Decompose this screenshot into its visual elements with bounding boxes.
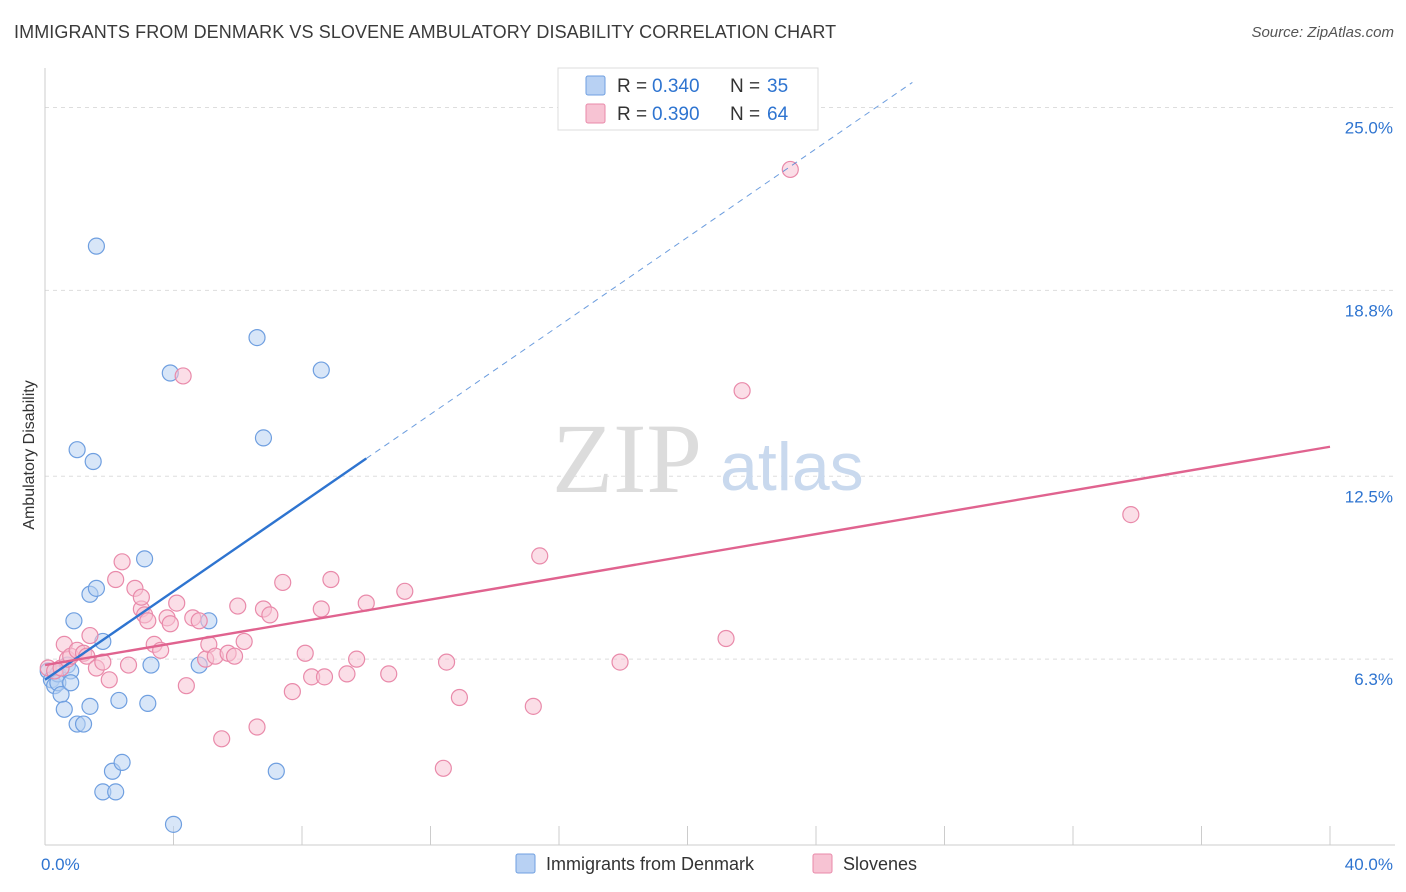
slovenes-point-26 — [174, 367, 192, 385]
denmark-point-29 — [164, 815, 183, 833]
denmark-point-18 — [87, 237, 106, 255]
legend-swatch-denmark — [585, 75, 606, 96]
slovenes-point-53 — [434, 759, 452, 777]
slovenes-point-42 — [283, 682, 301, 701]
slovenes-point-12 — [100, 671, 118, 689]
slovenes-point-59 — [717, 629, 735, 648]
legend-swatch-slovenes — [585, 103, 606, 124]
slovenes-point-9 — [81, 626, 99, 645]
slovenes-point-15 — [119, 656, 138, 674]
denmark-point-24 — [113, 753, 131, 772]
legend-r-value-denmark: 0.340 — [652, 76, 700, 97]
slovenes-point-51 — [380, 665, 398, 683]
slovenes-point-37 — [235, 632, 253, 651]
y-tick-label-0: 6.3% — [1354, 670, 1393, 689]
watermark-atlas: atlas — [720, 429, 864, 505]
slovenes-point-46 — [315, 668, 334, 686]
axes — [44, 68, 1395, 846]
chart-source: Source: ZipAtlas.com — [1251, 24, 1394, 41]
slovenes-point-13 — [107, 570, 125, 589]
trend-lines — [44, 82, 1331, 681]
slovenes-point-18 — [132, 588, 150, 606]
slovenes-point-48 — [338, 665, 356, 683]
denmark-point-22 — [107, 783, 125, 801]
denmark-trend-line — [44, 457, 367, 681]
slovenes-point-49 — [348, 650, 366, 668]
legend-r-value-slovenes: 0.390 — [652, 104, 700, 125]
denmark-point-10 — [65, 612, 83, 630]
slovenes-point-52 — [396, 582, 414, 600]
watermark-zip: ZIP — [552, 403, 702, 514]
slovenes-point-41 — [274, 573, 292, 592]
denmark-point-35 — [312, 361, 330, 379]
denmark-point-26 — [139, 694, 157, 713]
denmark-point-17 — [87, 579, 106, 597]
denmark-point-13 — [74, 715, 93, 733]
legend-n-value-denmark: 35 — [767, 76, 788, 97]
denmark-point-9 — [62, 674, 80, 692]
denmark-point-6 — [55, 700, 73, 718]
x-tick-label-1: 40.0% — [1345, 855, 1393, 874]
denmark-point-33 — [254, 429, 273, 447]
series-legend: Immigrants from Denmark Slovenes — [515, 853, 917, 874]
legend: R = 0.340 N = 35 R = 0.390 N = 64 — [557, 67, 819, 131]
slovenes-point-40 — [261, 606, 279, 624]
slovenes-point-27 — [177, 677, 195, 695]
slovenes-point-55 — [450, 688, 469, 707]
series-legend-swatch-slovenes — [812, 853, 833, 874]
denmark-point-11 — [68, 441, 86, 459]
chart-title: IMMIGRANTS FROM DENMARK VS SLOVENE AMBUL… — [14, 22, 837, 42]
slovenes-point-14 — [113, 553, 131, 571]
slovenes-point-43 — [296, 644, 314, 662]
denmark-point-32 — [248, 329, 266, 347]
denmark-point-27 — [142, 656, 160, 674]
y-tick-label-3: 25.0% — [1345, 119, 1393, 138]
slovenes-point-47 — [322, 570, 340, 589]
legend-r-label-slovenes: R = — [617, 104, 647, 125]
slovenes-point-33 — [213, 730, 231, 748]
denmark-point-23 — [110, 691, 128, 710]
slovenes-point-60 — [733, 382, 751, 400]
y-axis-label: Ambulatory Disability — [21, 380, 38, 529]
series-legend-swatch-denmark — [515, 853, 536, 874]
denmark-trend-extension — [365, 82, 913, 459]
y-tick-label-2: 18.8% — [1345, 301, 1393, 320]
slovenes-point-54 — [437, 653, 456, 671]
slovenes-point-58 — [611, 653, 629, 671]
slovenes-point-36 — [229, 597, 247, 615]
legend-n-value-slovenes: 64 — [767, 104, 789, 125]
watermark: ZIP atlas — [552, 403, 864, 514]
slovenes-point-29 — [190, 612, 208, 630]
slovenes-point-25 — [168, 594, 186, 612]
denmark-point-16 — [84, 452, 102, 471]
slovenes-point-56 — [524, 697, 542, 715]
denmark-point-25 — [135, 550, 154, 568]
denmark-point-34 — [267, 762, 285, 780]
series-legend-label-slovenes: Slovenes — [843, 854, 917, 874]
slovenes-point-61 — [781, 160, 799, 179]
tick-labels: 6.3% 12.5% 18.8% 25.0% 0.0% 40.0% — [41, 119, 1393, 875]
slovenes-point-45 — [312, 600, 330, 618]
gridlines — [45, 107, 1395, 660]
series-legend-label-denmark: Immigrants from Denmark — [546, 854, 755, 874]
legend-n-label-denmark: N = — [730, 76, 760, 97]
y-tick-label-1: 12.5% — [1345, 487, 1393, 506]
slovenes-point-38 — [248, 718, 266, 736]
x-tick-label-0: 0.0% — [41, 855, 80, 874]
denmark-point-14 — [81, 697, 99, 715]
slovenes-trend-line — [44, 445, 1331, 667]
slovenes-point-57 — [531, 547, 549, 565]
slovenes-point-24 — [161, 615, 179, 633]
legend-r-label-denmark: R = — [617, 76, 647, 97]
legend-n-label-slovenes: N = — [730, 104, 760, 125]
slovenes-point-35 — [225, 647, 244, 665]
slovenes-point-20 — [139, 612, 157, 630]
slovenes-point-62 — [1122, 505, 1140, 524]
